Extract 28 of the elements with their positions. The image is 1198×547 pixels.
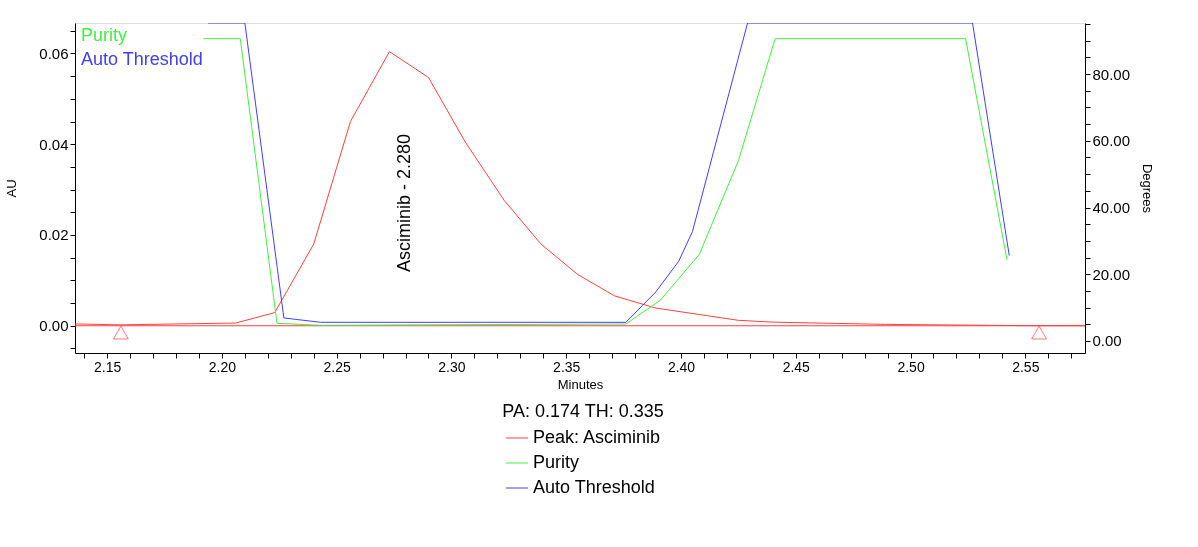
y-axis-title: AU — [4, 179, 20, 198]
y-tick-label: 0.04 — [39, 135, 69, 153]
y-tick-label: 0.00 — [39, 317, 69, 335]
y2-tick-label: 20.00 — [1092, 265, 1131, 283]
x-tick-label: 2.25 — [323, 358, 352, 375]
x-tick-label: 2.55 — [1012, 358, 1040, 375]
legend-label: Auto Threshold — [533, 477, 655, 497]
y2-tick-label: 0.00 — [1092, 332, 1122, 350]
text: Purity — [81, 25, 128, 45]
legend-label: Purity — [533, 452, 580, 472]
x-tick-label: 2.45 — [782, 358, 811, 375]
text: Auto Threshold — [81, 49, 203, 69]
x-tick-label: 2.20 — [208, 358, 237, 375]
x-tick-label: 2.35 — [553, 358, 581, 375]
x-axis-title: Minutes — [557, 376, 604, 392]
legend-label: Peak: Asciminib — [533, 427, 661, 447]
y-tick-label: 0.06 — [39, 44, 69, 62]
y2-tick-label: 80.00 — [1092, 65, 1131, 83]
y2-axis-title: Degrees — [1140, 163, 1156, 214]
x-tick-label: 2.50 — [897, 358, 925, 375]
y2-tick-label: 60.00 — [1092, 132, 1131, 150]
y-tick-label: 0.02 — [39, 226, 69, 244]
annotation: Asciminib - 2.280 — [394, 133, 414, 273]
x-tick-label: 2.30 — [438, 358, 466, 375]
y2-tick-label: 40.00 — [1092, 199, 1131, 217]
x-tick-label: 2.15 — [94, 358, 122, 375]
legend-title: PA: 0.174 TH: 0.335 — [502, 401, 664, 421]
x-tick-label: 2.40 — [667, 358, 696, 375]
